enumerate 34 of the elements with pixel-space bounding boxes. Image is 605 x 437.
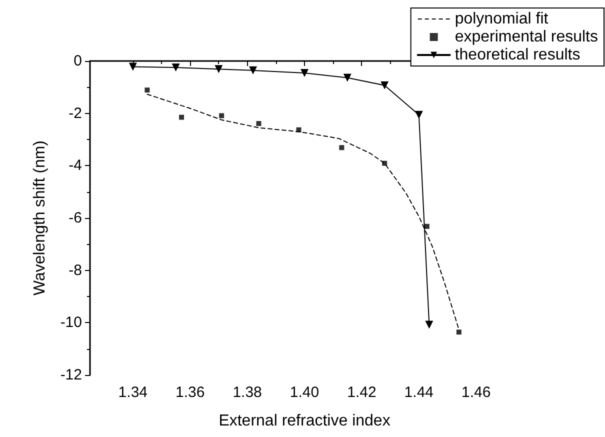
y-tick-label: -2 <box>68 104 82 122</box>
x-tick-label: 1.40 <box>290 384 320 401</box>
x-tick-label: 1.46 <box>462 384 491 401</box>
point <box>300 69 308 78</box>
point <box>343 74 352 82</box>
point <box>219 113 224 118</box>
point <box>144 88 150 93</box>
point <box>380 81 389 90</box>
point <box>214 65 223 74</box>
y-tick-label: -10 <box>60 314 82 332</box>
x-tick-label: 1.44 <box>404 384 434 401</box>
x-axis-title: External refractive index <box>218 412 390 430</box>
point <box>256 121 262 126</box>
y-tick-label: 0 <box>74 52 82 70</box>
y-tick-label: -4 <box>68 157 82 174</box>
legend-label: experimental results <box>454 28 598 46</box>
x-tick-label: 1.38 <box>232 384 262 401</box>
x-tick-label: 1.36 <box>176 384 205 401</box>
legend-label: theoretical results <box>454 46 580 64</box>
x-tick-label: 1.34 <box>118 384 148 401</box>
legend-label: polynomial fit <box>454 10 549 28</box>
y-tick-label: -6 <box>68 210 82 226</box>
point <box>339 145 344 150</box>
y-axis-title: Wavelength shift (nm) <box>32 140 48 296</box>
x-tick-label: 1.42 <box>347 384 376 401</box>
y-tick-label: -12 <box>60 366 82 384</box>
point <box>179 114 184 120</box>
point <box>249 66 258 74</box>
point <box>424 224 430 229</box>
point <box>414 110 423 119</box>
y-tick-label: -8 <box>68 262 82 279</box>
point <box>425 320 434 329</box>
point <box>172 64 180 72</box>
point <box>456 330 462 335</box>
